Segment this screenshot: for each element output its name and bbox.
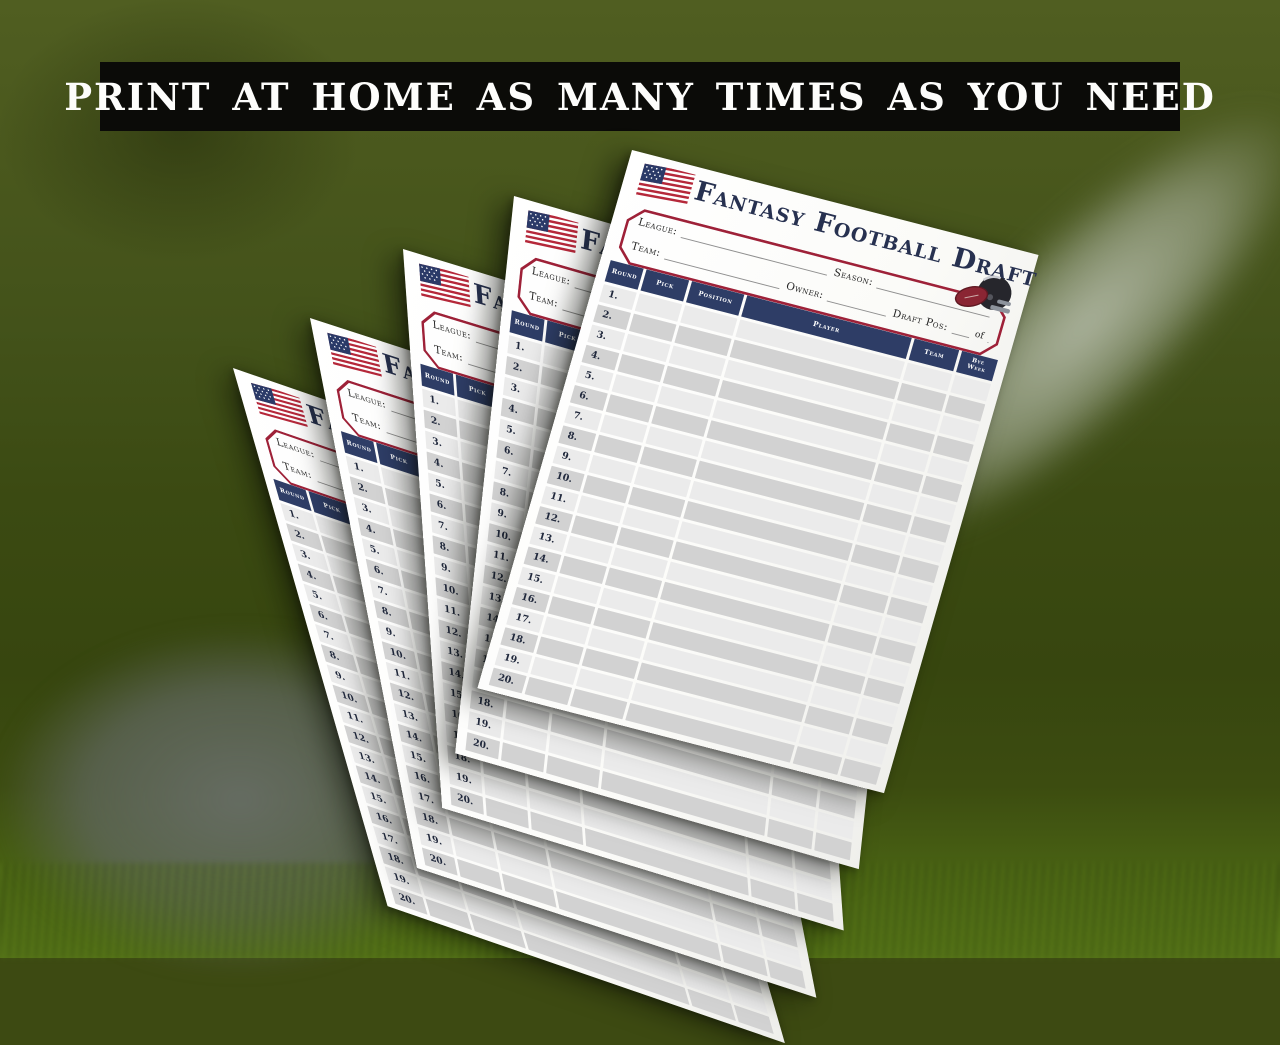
promo-banner-text: PRINT AT HOME AS MANY TIMES AS YOU NEED: [64, 74, 1216, 119]
football-helmet-icon: [948, 261, 1022, 332]
field-shadow-corner: [0, 0, 440, 320]
sheet-stack: Fantasy Football Draft League: Season: [233, 150, 1041, 1044]
us-flag-icon: [327, 331, 383, 382]
us-flag-icon: [418, 262, 471, 313]
us-flag-icon: [635, 162, 697, 210]
us-flag-icon: [250, 381, 309, 433]
us-flag-icon: [524, 208, 579, 258]
promo-banner: PRINT AT HOME AS MANY TIMES AS YOU NEED: [64, 62, 1214, 131]
of-label: of: [973, 329, 985, 342]
draft-sheet: Fantasy Football Draft League: Season: [477, 150, 1041, 794]
